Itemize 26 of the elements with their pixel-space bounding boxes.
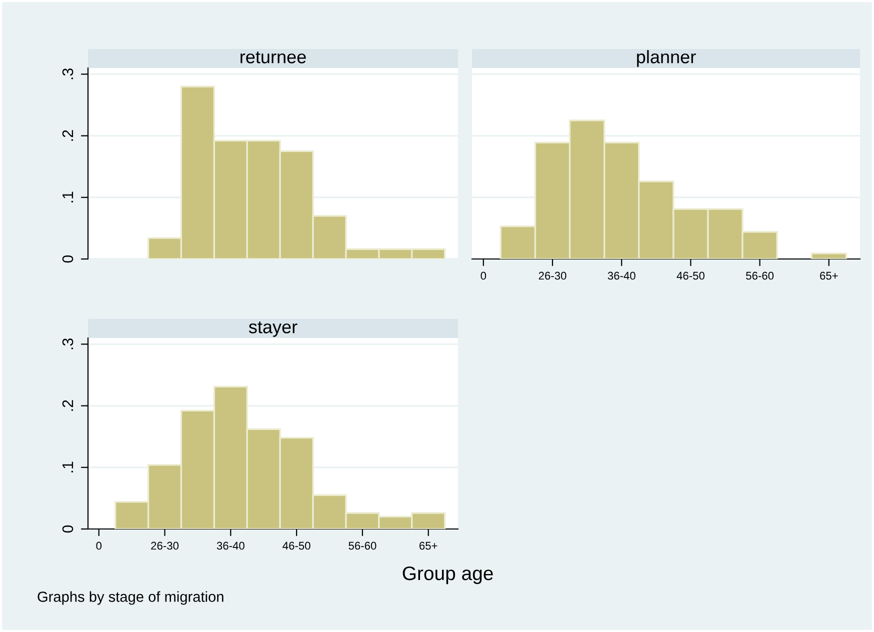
y-tick-label: .3 — [62, 338, 74, 350]
y-tick-label: .1 — [62, 462, 74, 472]
x-tick-label: 56-60 — [746, 272, 774, 280]
bar — [810, 252, 848, 259]
x-tick-label: 36-40 — [608, 272, 636, 280]
x-tick-label: 26-30 — [151, 542, 179, 550]
chart-title: stayer — [248, 321, 298, 337]
chart-title: planner — [637, 50, 696, 67]
chart-title: returnee — [240, 51, 306, 64]
x-tick-label: 0 — [480, 272, 486, 280]
x-tick-label: 65+ — [820, 272, 838, 280]
y-tick-label: 0 — [62, 255, 74, 263]
x-tick-label: 0 — [96, 542, 102, 550]
x-tick-label: 36-40 — [216, 542, 244, 550]
y-tick-label: .3 — [62, 68, 74, 80]
x-tick-label: 26-30 — [538, 272, 566, 280]
x-axis-title: Group age — [402, 566, 493, 584]
x-tick-label: 65+ — [419, 542, 438, 550]
y-tick-label: 0 — [62, 525, 74, 533]
text: Graphs by stage of migration — [38, 591, 224, 605]
y-tick-label: .1 — [62, 192, 74, 202]
x-tick-label: 46-50 — [282, 542, 310, 550]
x-tick-label: 46-50 — [676, 272, 704, 280]
y-tick-label: .2 — [62, 130, 74, 141]
y-tick-label: .2 — [62, 400, 74, 411]
x-tick-label: 56-60 — [348, 542, 376, 550]
